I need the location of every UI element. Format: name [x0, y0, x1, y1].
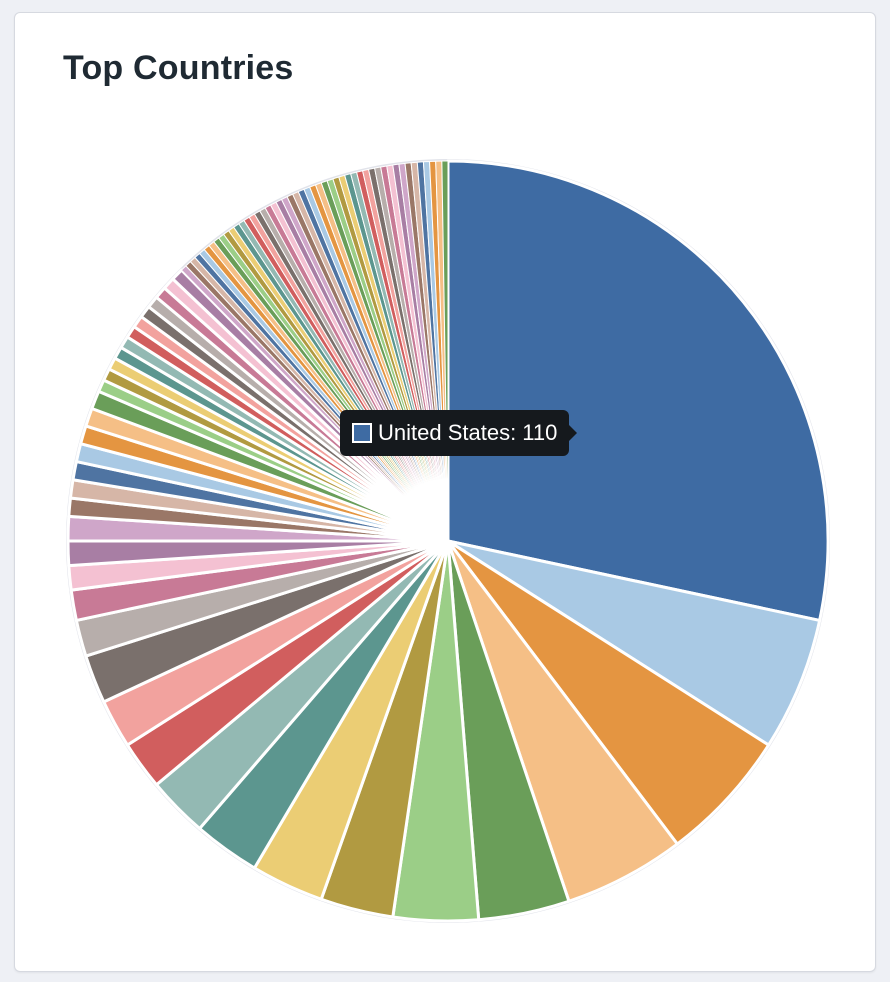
pie-slices — [66, 159, 830, 923]
tooltip-color-swatch — [352, 423, 372, 443]
pie-slice-1[interactable] — [446, 539, 822, 747]
chart-tooltip: United States: 110 — [340, 410, 578, 456]
pie-slice-2[interactable] — [446, 539, 771, 846]
card-title: Top Countries — [63, 49, 294, 87]
tooltip-text: United States: 110 — [378, 420, 558, 445]
pie-slice-0[interactable] — [446, 159, 830, 622]
